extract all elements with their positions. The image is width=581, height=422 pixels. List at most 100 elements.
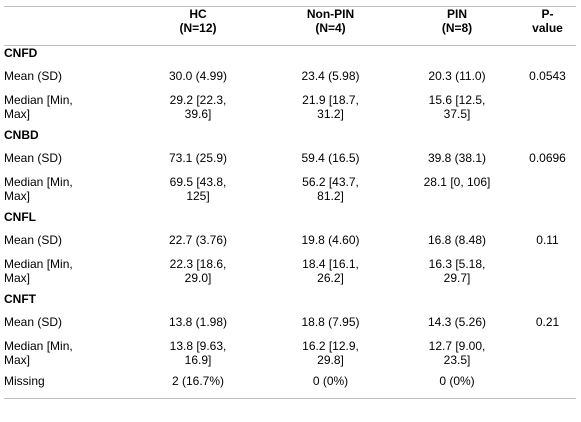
cell-pin-line-1: 12.7 [9.00, <box>428 339 486 353</box>
header-nonpin-n: (N=4) <box>315 21 346 35</box>
table-row: Mean (SD) 73.1 (25.9) 59.4 (16.5) 39.8 (38.… <box>4 151 576 175</box>
table-row: Median [Min, Max] 69.5 [43.8, 125] 56.2 [43.… <box>4 175 576 210</box>
table-row: Missing 2 (16.7%) 0 (0%) 0 (0%) <box>4 374 576 399</box>
cell-pin: 28.1 [0, 106] <box>395 175 519 210</box>
section-title: CNFT <box>4 292 36 306</box>
cell-pin: 14.3 (5.26) <box>427 315 487 329</box>
row-label-line-1: Median [Min, <box>4 93 73 107</box>
row-label-line-1: Median [Min, <box>4 339 73 353</box>
summary-table: HC (N=12) Non-PIN (N=4) PIN (N=8) P-value C… <box>4 6 576 399</box>
table-row: Median [Min, Max] 13.8 [9.63, 16.9] 16.2 [12… <box>4 339 576 374</box>
cell-nonpin: 23.4 (5.98) <box>301 69 360 83</box>
row-label: Median [Min, Max] <box>4 175 130 210</box>
header-pin-label: PIN <box>446 7 467 21</box>
cell-nonpin-line-2: 81.2] <box>317 189 344 203</box>
row-label-line-1: Median [Min, <box>4 175 73 189</box>
cell-pvalue <box>519 257 576 292</box>
cell-pvalue <box>519 374 576 399</box>
cell-pin-line-2: 37.5] <box>443 107 471 121</box>
row-label-line-1: Median [Min, <box>4 257 73 271</box>
cell-hc-line-1: 13.8 [9.63, <box>169 339 227 353</box>
cell-hc: 13.8 (1.98) <box>168 315 228 329</box>
cell-hc-line-1: 22.3 [18.6, <box>169 257 227 271</box>
table-row: Mean (SD) 22.7 (3.76) 19.8 (4.60) 16.8 (8.4… <box>4 233 576 257</box>
header-hc: HC (N=12) <box>130 6 266 46</box>
cell-hc-line-2: 39.6] <box>184 107 212 121</box>
section-title: CNFL <box>4 210 36 224</box>
cell-nonpin: 18.8 (7.95) <box>301 315 360 329</box>
cell-hc: 2 (16.7%) <box>130 374 266 399</box>
cell-pin-line-2: 23.5] <box>443 353 471 367</box>
cell-pvalue: 0.0696 <box>529 151 566 165</box>
header-pin-n: (N=8) <box>441 21 473 35</box>
header-pin: PIN (N=8) <box>395 6 519 46</box>
cell-nonpin-line-2: 31.2] <box>317 107 344 121</box>
cell-nonpin-line-2: 26.2] <box>317 271 344 285</box>
cell-hc: 22.7 (3.76) <box>168 233 228 247</box>
header-hc-label: HC <box>189 7 207 21</box>
section-title: CNFD <box>4 46 38 60</box>
row-label-line-2: Max] <box>4 107 31 121</box>
cell-hc: 29.2 [22.3, 39.6] <box>130 93 266 128</box>
cell-pin: 20.3 (11.0) <box>428 69 486 83</box>
cell-nonpin-line-1: 18.4 [16.1, <box>302 257 359 271</box>
cell-nonpin-line-1: 21.9 [18.7, <box>302 93 359 107</box>
section-row-cnbd: CNBD <box>4 128 576 151</box>
table-row: Mean (SD) 30.0 (4.99) 23.4 (5.98) 20.3 (11.… <box>4 69 576 93</box>
table-body: CNFD Mean (SD) 30.0 (4.99) 23.4 (5.98) 20.3 … <box>4 46 576 399</box>
cell-pin: 39.8 (38.1) <box>427 151 487 165</box>
row-label: Median [Min, Max] <box>4 339 130 374</box>
cell-nonpin-line-1: 56.2 [43.7, <box>302 175 359 189</box>
header-pvalue-label: P- <box>541 7 554 21</box>
header-row: HC (N=12) Non-PIN (N=4) PIN (N=8) P-value <box>4 6 576 46</box>
section-row-cnfd: CNFD <box>4 46 576 70</box>
section-title: CNBD <box>4 128 39 142</box>
cell-nonpin: 21.9 [18.7, 31.2] <box>266 93 395 128</box>
cell-nonpin: 19.8 (4.60) <box>301 233 360 247</box>
row-label: Mean (SD) <box>4 151 63 165</box>
cell-nonpin: 59.4 (16.5) <box>301 151 360 165</box>
header-nonpin-label: Non-PIN <box>306 7 355 21</box>
cell-hc: 30.0 (4.99) <box>168 69 228 83</box>
cell-hc-line-2: 29.0] <box>184 271 212 285</box>
cell-pvalue <box>519 175 576 210</box>
row-label: Mean (SD) <box>4 315 63 329</box>
row-label-line-2: Max] <box>4 353 31 367</box>
row-label: Missing <box>4 374 130 399</box>
table-row: Median [Min, Max] 29.2 [22.3, 39.6] 21.9 [18… <box>4 93 576 128</box>
cell-pin-line-1: 15.6 [12.5, <box>428 93 486 107</box>
cell-pin: 16.8 (8.48) <box>427 233 487 247</box>
header-pvalue: P-value <box>519 6 576 46</box>
cell-hc-line-2: 16.9] <box>184 353 212 367</box>
cell-pin: 15.6 [12.5, 37.5] <box>395 93 519 128</box>
cell-pvalue: 0.0543 <box>529 69 566 83</box>
cell-hc: 22.3 [18.6, 29.0] <box>130 257 266 292</box>
cell-nonpin: 18.4 [16.1, 26.2] <box>266 257 395 292</box>
header-blank <box>4 6 130 46</box>
cell-hc: 69.5 [43.8, 125] <box>130 175 266 210</box>
cell-pvalue: 0.11 <box>536 233 559 247</box>
cell-pin-line-1: 16.3 [5.18, <box>428 257 486 271</box>
row-label-line-2: Max] <box>4 189 31 203</box>
table-row: Median [Min, Max] 22.3 [18.6, 29.0] 18.4 [16… <box>4 257 576 292</box>
cell-pin-line-1: 28.1 [0, 106] <box>423 175 491 189</box>
cell-hc-line-1: 69.5 [43.8, <box>169 175 227 189</box>
table-row: Mean (SD) 13.8 (1.98) 18.8 (7.95) 14.3 (5.2… <box>4 315 576 339</box>
section-row-cnft: CNFT <box>4 292 576 315</box>
cell-pvalue <box>519 339 576 374</box>
section-row-cnfl: CNFL <box>4 210 576 233</box>
row-label: Mean (SD) <box>4 233 63 247</box>
cell-nonpin: 16.2 [12.9, 29.8] <box>266 339 395 374</box>
cell-pin: 16.3 [5.18, 29.7] <box>395 257 519 292</box>
row-label: Median [Min, Max] <box>4 93 130 128</box>
cell-nonpin-line-2: 29.8] <box>317 353 344 367</box>
row-label: Median [Min, Max] <box>4 257 130 292</box>
cell-nonpin-line-1: 16.2 [12.9, <box>302 339 359 353</box>
row-label-line-2: Max] <box>4 271 31 285</box>
cell-pin: 0 (0%) <box>395 374 519 399</box>
header-nonpin: Non-PIN (N=4) <box>266 6 395 46</box>
cell-hc-line-2: 125] <box>186 189 210 203</box>
cell-pin-line-2: 29.7] <box>443 271 471 285</box>
cell-hc-line-1: 29.2 [22.3, <box>169 93 227 107</box>
cell-hc: 13.8 [9.63, 16.9] <box>130 339 266 374</box>
